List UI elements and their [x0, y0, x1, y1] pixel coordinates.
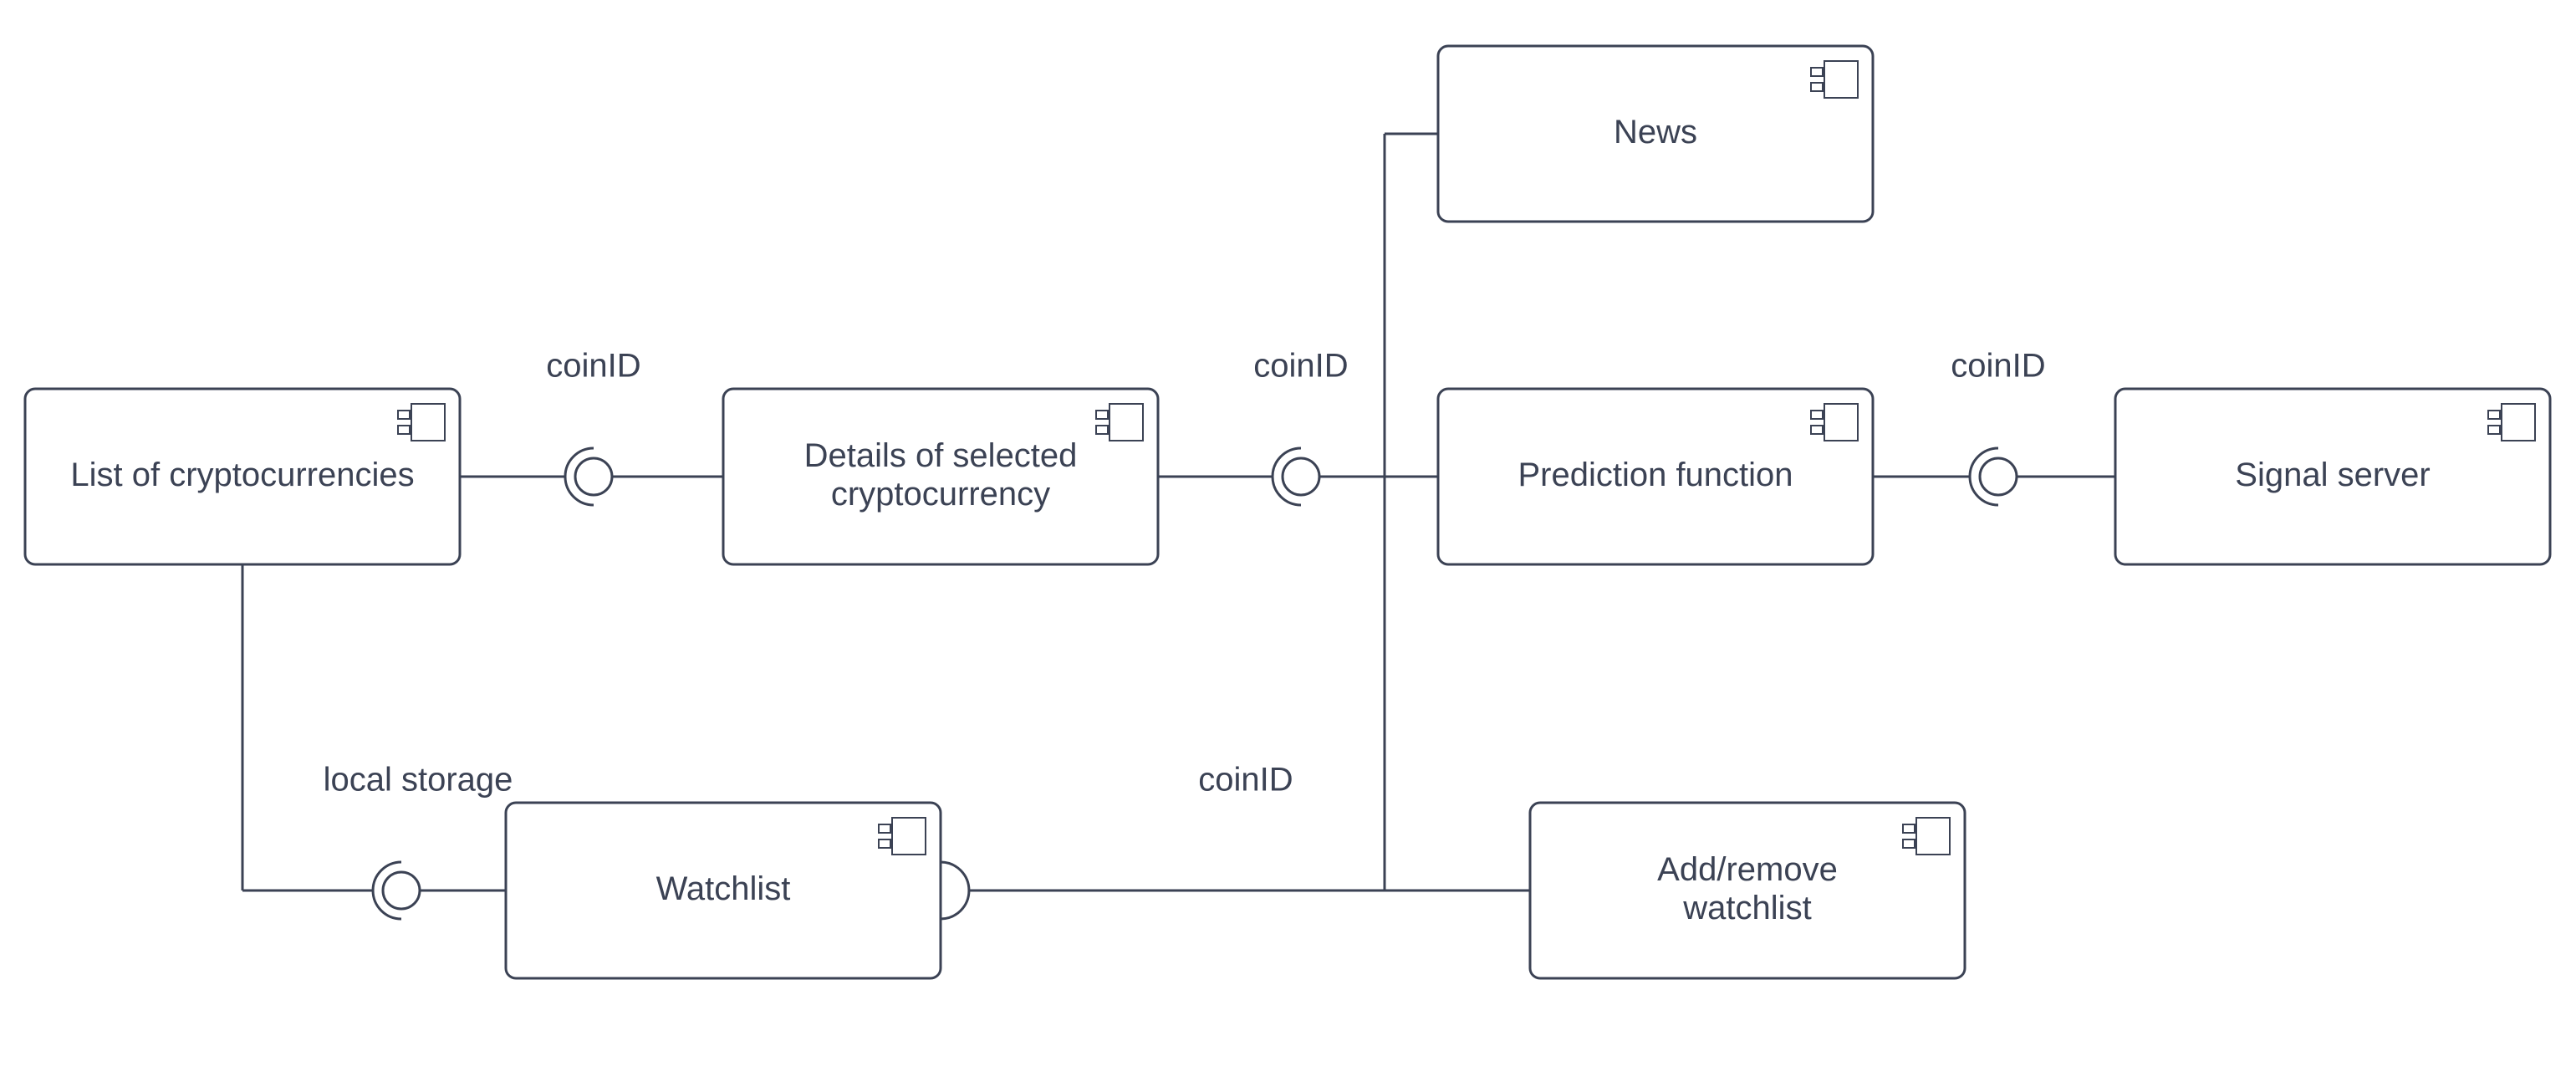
component-watchlist: Watchlist — [506, 803, 941, 978]
component-diagram: coinIDcoinIDcoinIDlocal storagecoinIDLis… — [0, 0, 2576, 1092]
component-prediction: Prediction function — [1438, 389, 1873, 564]
component-list: List of cryptocurrencies — [25, 389, 460, 564]
edge-e_addremove_watchlist: coinID — [941, 762, 1530, 919]
edge-label: coinID — [546, 348, 640, 385]
component-news: News — [1438, 46, 1873, 222]
component-label: Watchlist — [656, 870, 791, 907]
edge-e_list_details: coinID — [460, 348, 723, 505]
component-label: List of cryptocurrencies — [70, 457, 414, 493]
edge-label: coinID — [1253, 348, 1348, 385]
edge-e_fork_news — [1385, 134, 1438, 477]
component-label: Prediction function — [1518, 457, 1793, 493]
edge-e_list_watchlist: local storage — [242, 564, 513, 919]
component-signal: Signal server — [2115, 389, 2550, 564]
nodes-layer: List of cryptocurrencies Details of selec… — [25, 46, 2550, 978]
edge-label: coinID — [1951, 348, 2045, 385]
component-addremove: Add/removewatchlist — [1530, 803, 1965, 978]
component-label: Signal server — [2235, 457, 2430, 493]
edge-label: local storage — [324, 762, 513, 799]
edge-e_details_fork: coinID — [1158, 348, 1385, 505]
edge-e_prediction_signal: coinID — [1873, 348, 2115, 505]
component-details: Details of selectedcryptocurrency — [723, 389, 1158, 564]
component-label: News — [1614, 114, 1697, 151]
edge-label: coinID — [1198, 762, 1293, 799]
